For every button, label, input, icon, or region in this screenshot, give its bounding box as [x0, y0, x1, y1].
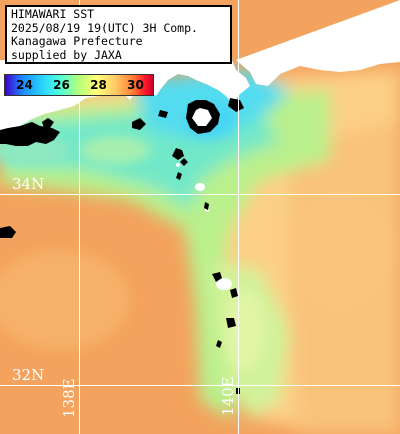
colorbar-gradient: [5, 75, 153, 95]
lon-label-138e: 138E: [60, 378, 78, 418]
info-box: HIMAWARI SST 2025/08/19 19(UTC) 3H Comp.…: [5, 5, 232, 64]
missing-data: [0, 98, 244, 394]
lat-label-32n: 32N: [12, 366, 45, 384]
info-supplier: supplied by JAXA: [11, 47, 122, 62]
colorbar-tick: 26: [53, 78, 70, 92]
land-boso-peninsula: [236, 0, 400, 86]
info-date: 2025/08/19 19(UTC) 3H Comp.: [11, 20, 198, 35]
land-islet: [176, 163, 180, 167]
land-toshima: [195, 183, 205, 191]
colorbar-tick: 28: [90, 78, 107, 92]
lon-label-140e: 140E: [219, 376, 237, 416]
land-hachijojima: [216, 278, 232, 290]
info-title: HIMAWARI SST: [11, 7, 95, 21]
lat-label-34n: 34N: [12, 175, 45, 193]
colorbar-tick: 24: [16, 78, 33, 92]
colorbar: 24 26 28 30: [4, 74, 154, 96]
colorbar-tick: 30: [127, 78, 144, 92]
info-region: Kanagawa Prefecture: [11, 34, 143, 48]
